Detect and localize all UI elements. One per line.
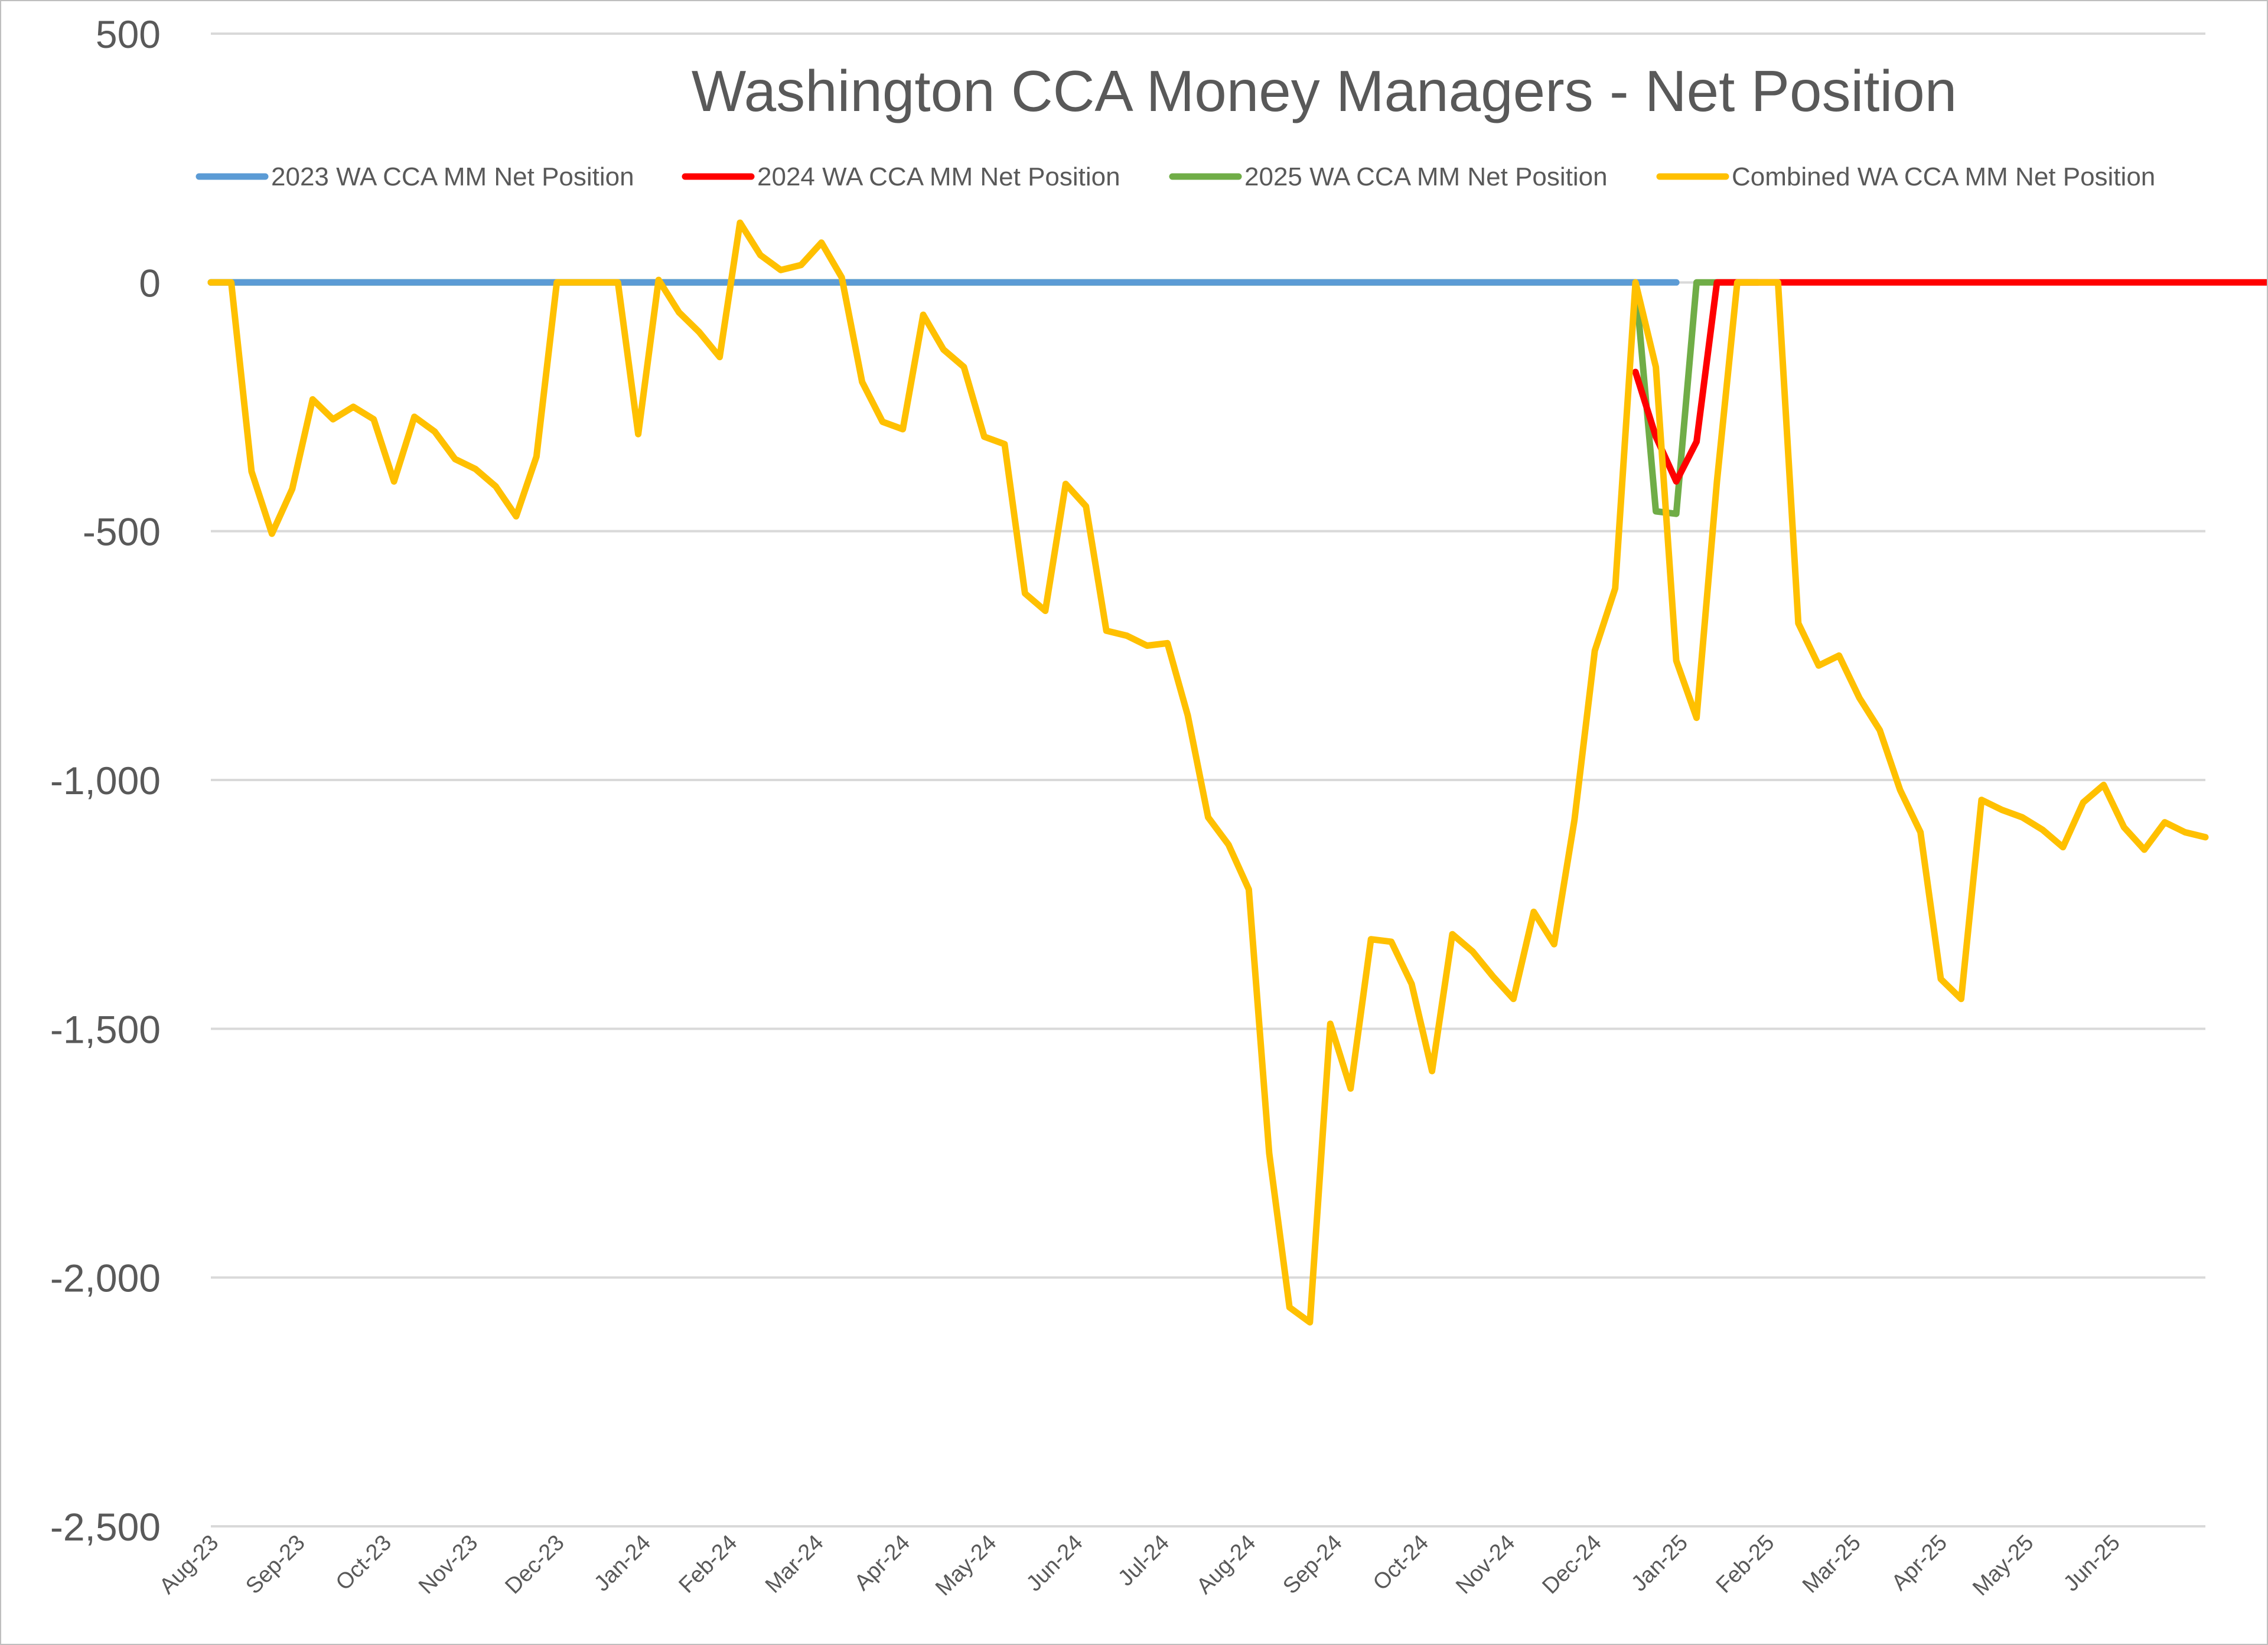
x-tick-label: May-24 bbox=[931, 1530, 1001, 1601]
grid-lines bbox=[211, 32, 2205, 1527]
x-axis-tick-labels: Aug-23 Sep-23 Oct-23 Nov-23 Dec-23 Jan-24 Feb-… bbox=[155, 1530, 2125, 1601]
y-axis-tick-labels: 500 0 -500 -1,000 -1,500 -2,000 -2,500 bbox=[50, 12, 161, 1549]
x-tick-label: Apr-24 bbox=[850, 1530, 915, 1595]
legend-item-4: Combined WA CCA MM Net Position bbox=[1656, 162, 2155, 191]
x-tick-label: May-25 bbox=[1968, 1530, 2038, 1601]
x-tick-label: Jan-24 bbox=[589, 1530, 656, 1597]
y-tick-label: 0 bbox=[139, 261, 161, 305]
legend-item-1: 2023 WA CCA MM Net Position bbox=[195, 162, 634, 191]
legend: 2023 WA CCA MM Net Position 2024 WA CCA M… bbox=[195, 162, 2155, 191]
y-tick-label: -1,500 bbox=[50, 1007, 161, 1051]
x-tick-label: Oct-23 bbox=[331, 1530, 396, 1595]
legend-label: Combined WA CCA MM Net Position bbox=[1732, 162, 2155, 191]
x-tick-label: Aug-24 bbox=[1192, 1530, 1260, 1599]
chart-title: Washington CCA Money Managers - Net Posi… bbox=[692, 58, 1957, 123]
legend-item-3: 2025 WA CCA MM Net Position bbox=[1169, 162, 1608, 191]
series-line-2 bbox=[1632, 279, 2267, 485]
series-line-4 bbox=[207, 219, 2209, 1326]
y-tick-label: 500 bbox=[96, 12, 161, 56]
x-tick-label: Jun-24 bbox=[1022, 1530, 1088, 1597]
x-tick-label: Mar-25 bbox=[1798, 1530, 1866, 1598]
x-tick-label: Feb-25 bbox=[1712, 1530, 1780, 1598]
x-tick-label: Dec-23 bbox=[500, 1530, 569, 1599]
legend-label: 2023 WA CCA MM Net Position bbox=[271, 162, 634, 191]
x-tick-label: Feb-24 bbox=[674, 1530, 742, 1598]
x-tick-label: Sep-23 bbox=[241, 1530, 309, 1599]
x-tick-label: Nov-23 bbox=[414, 1530, 483, 1599]
x-tick-label: Aug-23 bbox=[155, 1530, 223, 1599]
y-tick-label: -500 bbox=[83, 510, 161, 554]
x-tick-label: Apr-25 bbox=[1887, 1530, 1952, 1595]
y-tick-label: -2,500 bbox=[50, 1505, 161, 1549]
x-tick-label: Jul-24 bbox=[1113, 1530, 1174, 1591]
y-tick-label: -2,000 bbox=[50, 1256, 161, 1300]
legend-label: 2024 WA CCA MM Net Position bbox=[757, 162, 1120, 191]
x-tick-label: Jun-25 bbox=[2059, 1530, 2125, 1597]
legend-item-2: 2024 WA CCA MM Net Position bbox=[682, 162, 1120, 191]
series-line-3 bbox=[207, 279, 1761, 517]
y-tick-label: -1,000 bbox=[50, 759, 161, 802]
x-tick-label: Nov-24 bbox=[1451, 1530, 1520, 1599]
x-tick-label: Oct-24 bbox=[1368, 1530, 1433, 1595]
x-tick-label: Dec-24 bbox=[1537, 1530, 1606, 1599]
series-lines bbox=[207, 219, 2267, 1326]
legend-label: 2025 WA CCA MM Net Position bbox=[1244, 162, 1608, 191]
x-tick-label: Mar-24 bbox=[761, 1530, 829, 1598]
x-tick-label: Sep-24 bbox=[1278, 1530, 1347, 1599]
x-tick-label: Jan-25 bbox=[1627, 1530, 1693, 1597]
